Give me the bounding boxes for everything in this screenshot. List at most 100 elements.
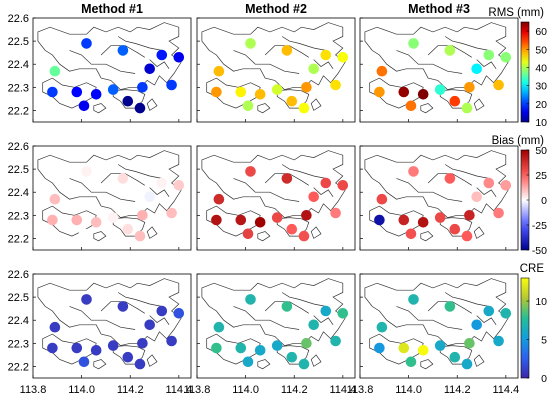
map-panel — [196, 17, 356, 123]
y-tick-label: 22.3 — [8, 82, 29, 94]
coastline-path — [364, 22, 509, 90]
map-panel: 113.8 114.0 114.2 114.4 — [184, 273, 356, 396]
column-title: Method #1 — [81, 2, 143, 16]
map-panel: 113.8 114.0 114.2 114.4 — [347, 273, 519, 396]
colorbar-tick-label: 10 — [535, 117, 547, 129]
station-point — [137, 338, 148, 349]
coastline-path — [146, 98, 158, 111]
station-point — [483, 49, 495, 61]
station-point — [434, 84, 446, 95]
colorbar-tick-label: 5 — [541, 335, 547, 347]
x-tick-label: 114.2 — [281, 384, 308, 396]
station-point — [471, 319, 483, 331]
station-point — [408, 38, 419, 49]
station-point — [320, 49, 332, 61]
station-point — [245, 38, 256, 49]
y-tick-label: 22.2 — [8, 233, 29, 245]
station-point — [286, 223, 298, 235]
y-tick-label: 22.5 — [8, 292, 29, 304]
station-point — [471, 63, 483, 75]
station-point — [330, 335, 341, 347]
colorbar: RMS (mm) 10 20 30 40 50 60 — [488, 7, 547, 129]
station-point — [213, 193, 225, 205]
station-point — [374, 342, 385, 354]
coastline-path — [93, 359, 107, 370]
coastline-path — [257, 103, 271, 114]
station-point — [417, 217, 429, 228]
station-point — [444, 173, 456, 184]
station-point — [405, 356, 417, 368]
y-tick-label: 22.6 — [8, 269, 29, 281]
station-point — [107, 340, 119, 351]
station-point — [493, 335, 504, 347]
coastline-path — [69, 178, 136, 202]
station-point — [405, 228, 417, 240]
colorbar-tick-label: 10 — [535, 296, 547, 308]
coastline-path — [117, 164, 162, 179]
colorbar-tick-label: 50 — [535, 44, 547, 56]
x-tick-label: 114.2 — [444, 384, 471, 396]
panels: 22.2 22.3 22.4 22.5 22.6 22.2 22.3 22.4 22.5 22.6… — [8, 13, 520, 396]
column-title: Method #3 — [408, 2, 470, 16]
station-point — [81, 294, 92, 305]
colorbar-tick-label: 20 — [535, 99, 547, 111]
station-point — [156, 49, 168, 61]
station-point — [211, 214, 222, 226]
coastline-path — [93, 103, 107, 114]
y-tick-label: 22.6 — [8, 141, 29, 153]
coastline-path — [100, 45, 145, 58]
station-point — [376, 193, 388, 205]
station-point — [405, 100, 417, 112]
coastline-path — [281, 164, 326, 179]
coastline-path — [149, 187, 170, 197]
coastline-path — [420, 359, 434, 370]
station-point — [434, 340, 446, 351]
coastline-path — [473, 226, 485, 239]
station-point — [117, 45, 129, 56]
station-point — [408, 294, 419, 305]
station-point — [483, 177, 495, 189]
station-point — [90, 217, 102, 228]
station-point — [47, 214, 58, 226]
station-point — [122, 223, 134, 235]
station-point — [271, 84, 283, 95]
station-point — [298, 230, 310, 242]
station-point — [134, 358, 146, 370]
coastline-path — [37, 150, 182, 218]
station-point — [444, 301, 456, 312]
station-point — [78, 228, 90, 240]
colorbar-tick-label: 0 — [541, 195, 547, 207]
map-panel — [196, 145, 356, 251]
station-point — [107, 84, 119, 95]
x-tick-label: 114.4 — [165, 384, 192, 396]
station-point — [398, 86, 410, 98]
station-point — [308, 191, 320, 203]
colorbar-label: CRE — [520, 263, 545, 275]
station-point — [213, 321, 225, 333]
coastline-path — [37, 22, 182, 90]
station-point — [301, 338, 312, 349]
coastline-path — [396, 178, 463, 202]
coastline-path — [257, 231, 271, 242]
station-point — [49, 65, 61, 77]
colorbar-label: RMS (mm) — [488, 7, 544, 19]
coastline-path — [233, 178, 300, 202]
coastline-path — [69, 50, 136, 74]
y-tick-label: 22.5 — [8, 36, 29, 48]
station-point — [254, 217, 266, 228]
y-tick-label: 22.3 — [8, 210, 29, 222]
station-point — [417, 89, 429, 100]
station-point — [286, 351, 298, 363]
colorbar-tick-label: 25 — [535, 170, 547, 182]
colorbar-tick-label: -25 — [532, 220, 547, 232]
coastline-path — [310, 354, 322, 367]
station-point — [242, 100, 254, 112]
x-tick-label: 114.0 — [232, 384, 259, 396]
map-panel — [359, 17, 519, 123]
station-point — [461, 230, 473, 242]
station-point — [134, 102, 146, 114]
station-point — [71, 342, 83, 354]
station-point — [434, 212, 446, 223]
station-point — [156, 177, 168, 189]
map-panel — [359, 145, 519, 251]
